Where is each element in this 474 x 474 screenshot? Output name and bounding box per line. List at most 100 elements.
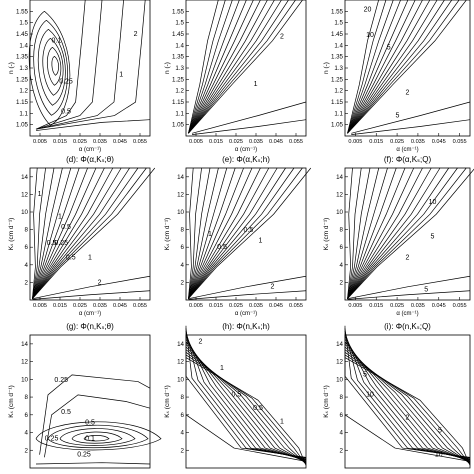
contour-label: 1 [88,255,92,262]
plot-frame [29,167,151,301]
contour-line [188,275,307,300]
contour-line [185,336,307,461]
contour-label: 10 [435,452,443,459]
x-tick-label: 0.055 [133,139,147,145]
x-tick-label: 0.055 [453,303,467,309]
contour-line [51,56,59,76]
contour-line [351,119,471,135]
contour-line [188,167,295,299]
panel-title: (h): Φ(n,Kₛ;h) [222,322,270,331]
y-tick-label: 12 [21,191,28,198]
contour-line [347,167,467,299]
y-tick-label: 1.3 [19,65,28,72]
panel-1: 0.1 0.25 0.5 1 2 1.05 1.1 1.15 1.2 1.25 1.3 1.35 1.4… [8,0,151,153]
contour-line [188,0,254,134]
y-tick-label: 10 [21,209,28,216]
y-tick-label: 2 [340,447,344,454]
contour-line [347,167,397,299]
y-tick-label: 10 [177,376,184,383]
contour-label: 1 [258,237,262,244]
contour-line [188,167,286,299]
contour-line [185,325,307,458]
contour-label: 0.5 [61,224,71,231]
contour-line [347,0,445,134]
contour-line [344,330,471,460]
panel-title: (i): Φ(n,Kₛ;Q) [384,322,431,331]
x-tick-label: 0.025 [229,139,243,145]
y-tick-label: 10 [336,376,343,383]
contour-line [32,167,55,299]
plot-frame [185,334,307,469]
y-tick-label: 1.1 [334,110,343,117]
y-tick-label: 1.35 [16,54,29,61]
contour-line [347,0,379,134]
contour-label: 0.25 [54,377,68,384]
y-tick-label: 1.35 [331,54,344,61]
contour-line [35,462,151,465]
x-tick-label: 0.025 [73,139,87,145]
contour-label: 2 [270,284,274,291]
panel-title: (f): Φ(α,Kₛ;Q) [384,155,432,164]
y-tick-label: 8 [340,394,344,401]
contour-line [185,414,307,462]
contour-line [344,336,471,461]
contour-label: 1 [254,81,258,88]
contour-line [347,167,423,299]
contour-line [188,0,261,134]
y-tick-label: 12 [177,191,184,198]
contour-line [347,0,394,134]
contour-line [188,167,244,299]
y-axis-label: Kₛ (cm d⁻¹) [323,385,330,418]
x-tick-label: 0.055 [289,303,303,309]
contour-line [32,167,122,299]
y-tick-label: 1.5 [19,20,28,27]
x-tick-label: 0.005 [348,303,362,309]
x-tick-label: 0.035 [249,139,263,145]
contour-line [347,0,387,134]
contour-line [188,0,303,134]
x-tick-label: 0.015 [369,303,383,309]
plot-frame [29,0,151,137]
y-tick-label: 8 [25,227,29,234]
y-tick-label: 1.5 [175,20,184,27]
contour-line [347,0,453,134]
x-tick-label: 0.035 [93,303,107,309]
contour-line [188,167,253,299]
x-tick-label: 0.055 [289,139,303,145]
x-axis-label: α (cm⁻¹) [235,147,257,153]
contour-line [188,167,219,299]
contour-line [188,0,289,134]
contour-line [71,431,123,444]
y-tick-label: 6 [340,412,344,419]
y-tick-label: 1.1 [19,110,28,117]
contour-line [347,167,362,299]
y-tick-label: 1.4 [175,42,184,49]
y-tick-label: 12 [336,191,343,198]
y-tick-label: 1.25 [16,76,29,83]
contour-line [347,0,423,134]
contour-label: 2 [406,414,410,421]
x-tick-label: 0.015 [53,303,67,309]
contour-line [35,119,151,131]
contour-line [347,167,415,299]
contour-label: 0.5 [232,392,242,399]
contour-label: 0.5 [61,409,71,416]
contour-line [39,374,151,455]
x-tick-label: 0.035 [411,139,425,145]
contour-line [347,0,401,134]
contour-label: 5 [438,428,442,435]
x-tick-label: 0.045 [269,303,283,309]
contour-line [344,354,471,465]
contour-label: 0.25 [45,436,59,443]
y-tick-label: 4 [181,262,185,269]
contour-label: 1 [220,365,224,372]
contour-line [185,330,307,460]
y-tick-label: 1.5 [334,20,343,27]
contour-line [344,357,471,466]
contour-label: 5 [424,286,428,293]
contour-label: 1 [119,72,123,79]
contour-line [188,167,194,299]
contour-line [32,167,63,299]
